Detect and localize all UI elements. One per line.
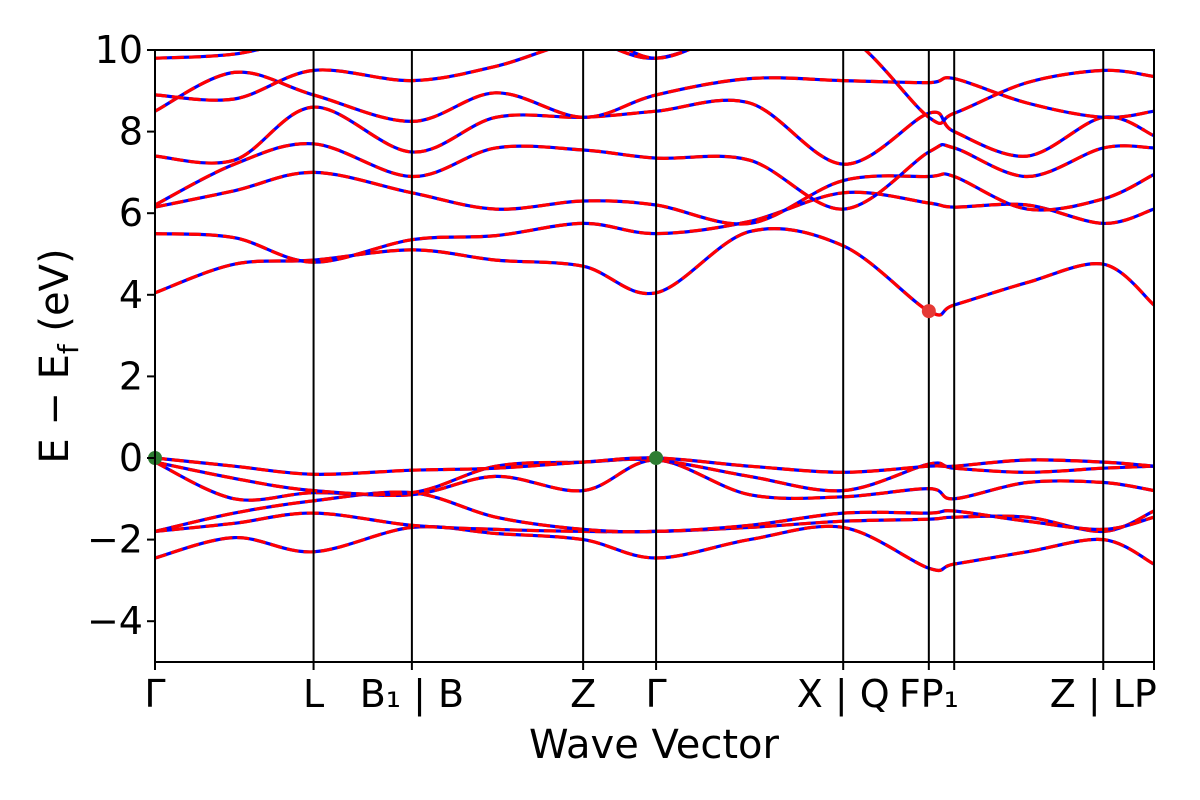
band-5-line	[155, 457, 1154, 497]
y-tick-label-3: 0	[119, 436, 143, 480]
y-tick-label-2: −2	[87, 518, 143, 562]
x-tick-label-2: L	[303, 672, 324, 716]
band-8-line	[155, 190, 1154, 264]
x-tick-label-5: Γ	[645, 672, 666, 716]
band-3-line	[155, 490, 1154, 534]
y-tick-label-8: 10	[95, 28, 143, 72]
y-tick-label-6: 6	[119, 191, 143, 235]
x-tick-label-7: FP₁	[899, 672, 959, 716]
vbm-marker-2	[649, 451, 664, 465]
x-tick-label-9: Z | LP	[1050, 672, 1157, 717]
x-axis: Γ L B₁ | B Z Γ X | Q FP₁ Z | LP	[144, 662, 1157, 717]
bands-layer	[155, 50, 1154, 573]
band-14-line	[155, 50, 1154, 60]
y-tick-label-4: 2	[119, 354, 143, 398]
band-4-line	[155, 458, 1154, 502]
cbm-marker-3	[921, 304, 936, 319]
band-7-line	[155, 227, 1154, 317]
y-tick-label-1: −4	[87, 599, 143, 643]
band-9-line	[155, 170, 1154, 226]
y-axis-label-unit: (eV)	[32, 248, 78, 344]
y-axis-label-sub: f	[52, 343, 85, 354]
x-tick-label-4: Z	[570, 672, 596, 716]
y-tick-label-7: 8	[119, 110, 143, 154]
x-tick-label-6: X | Q	[797, 672, 890, 717]
y-tick-label-5: 4	[119, 273, 143, 317]
band-6-line	[155, 456, 1154, 476]
plot-frame	[154, 49, 1155, 663]
band-10-line	[155, 142, 1154, 211]
x-tick-label-1: Γ	[144, 672, 165, 716]
y-axis-label: E − Ef (eV)	[32, 248, 85, 463]
y-axis-label-main: E − E	[32, 354, 78, 464]
x-tick-label-3: B₁ | B	[360, 672, 464, 717]
kpoint-lines	[312, 50, 1105, 662]
y-axis: −4 −2 0 2 4 6 8 10	[87, 28, 155, 643]
x-axis-label: Wave Vector	[529, 722, 780, 768]
plot-area	[155, 50, 1154, 662]
